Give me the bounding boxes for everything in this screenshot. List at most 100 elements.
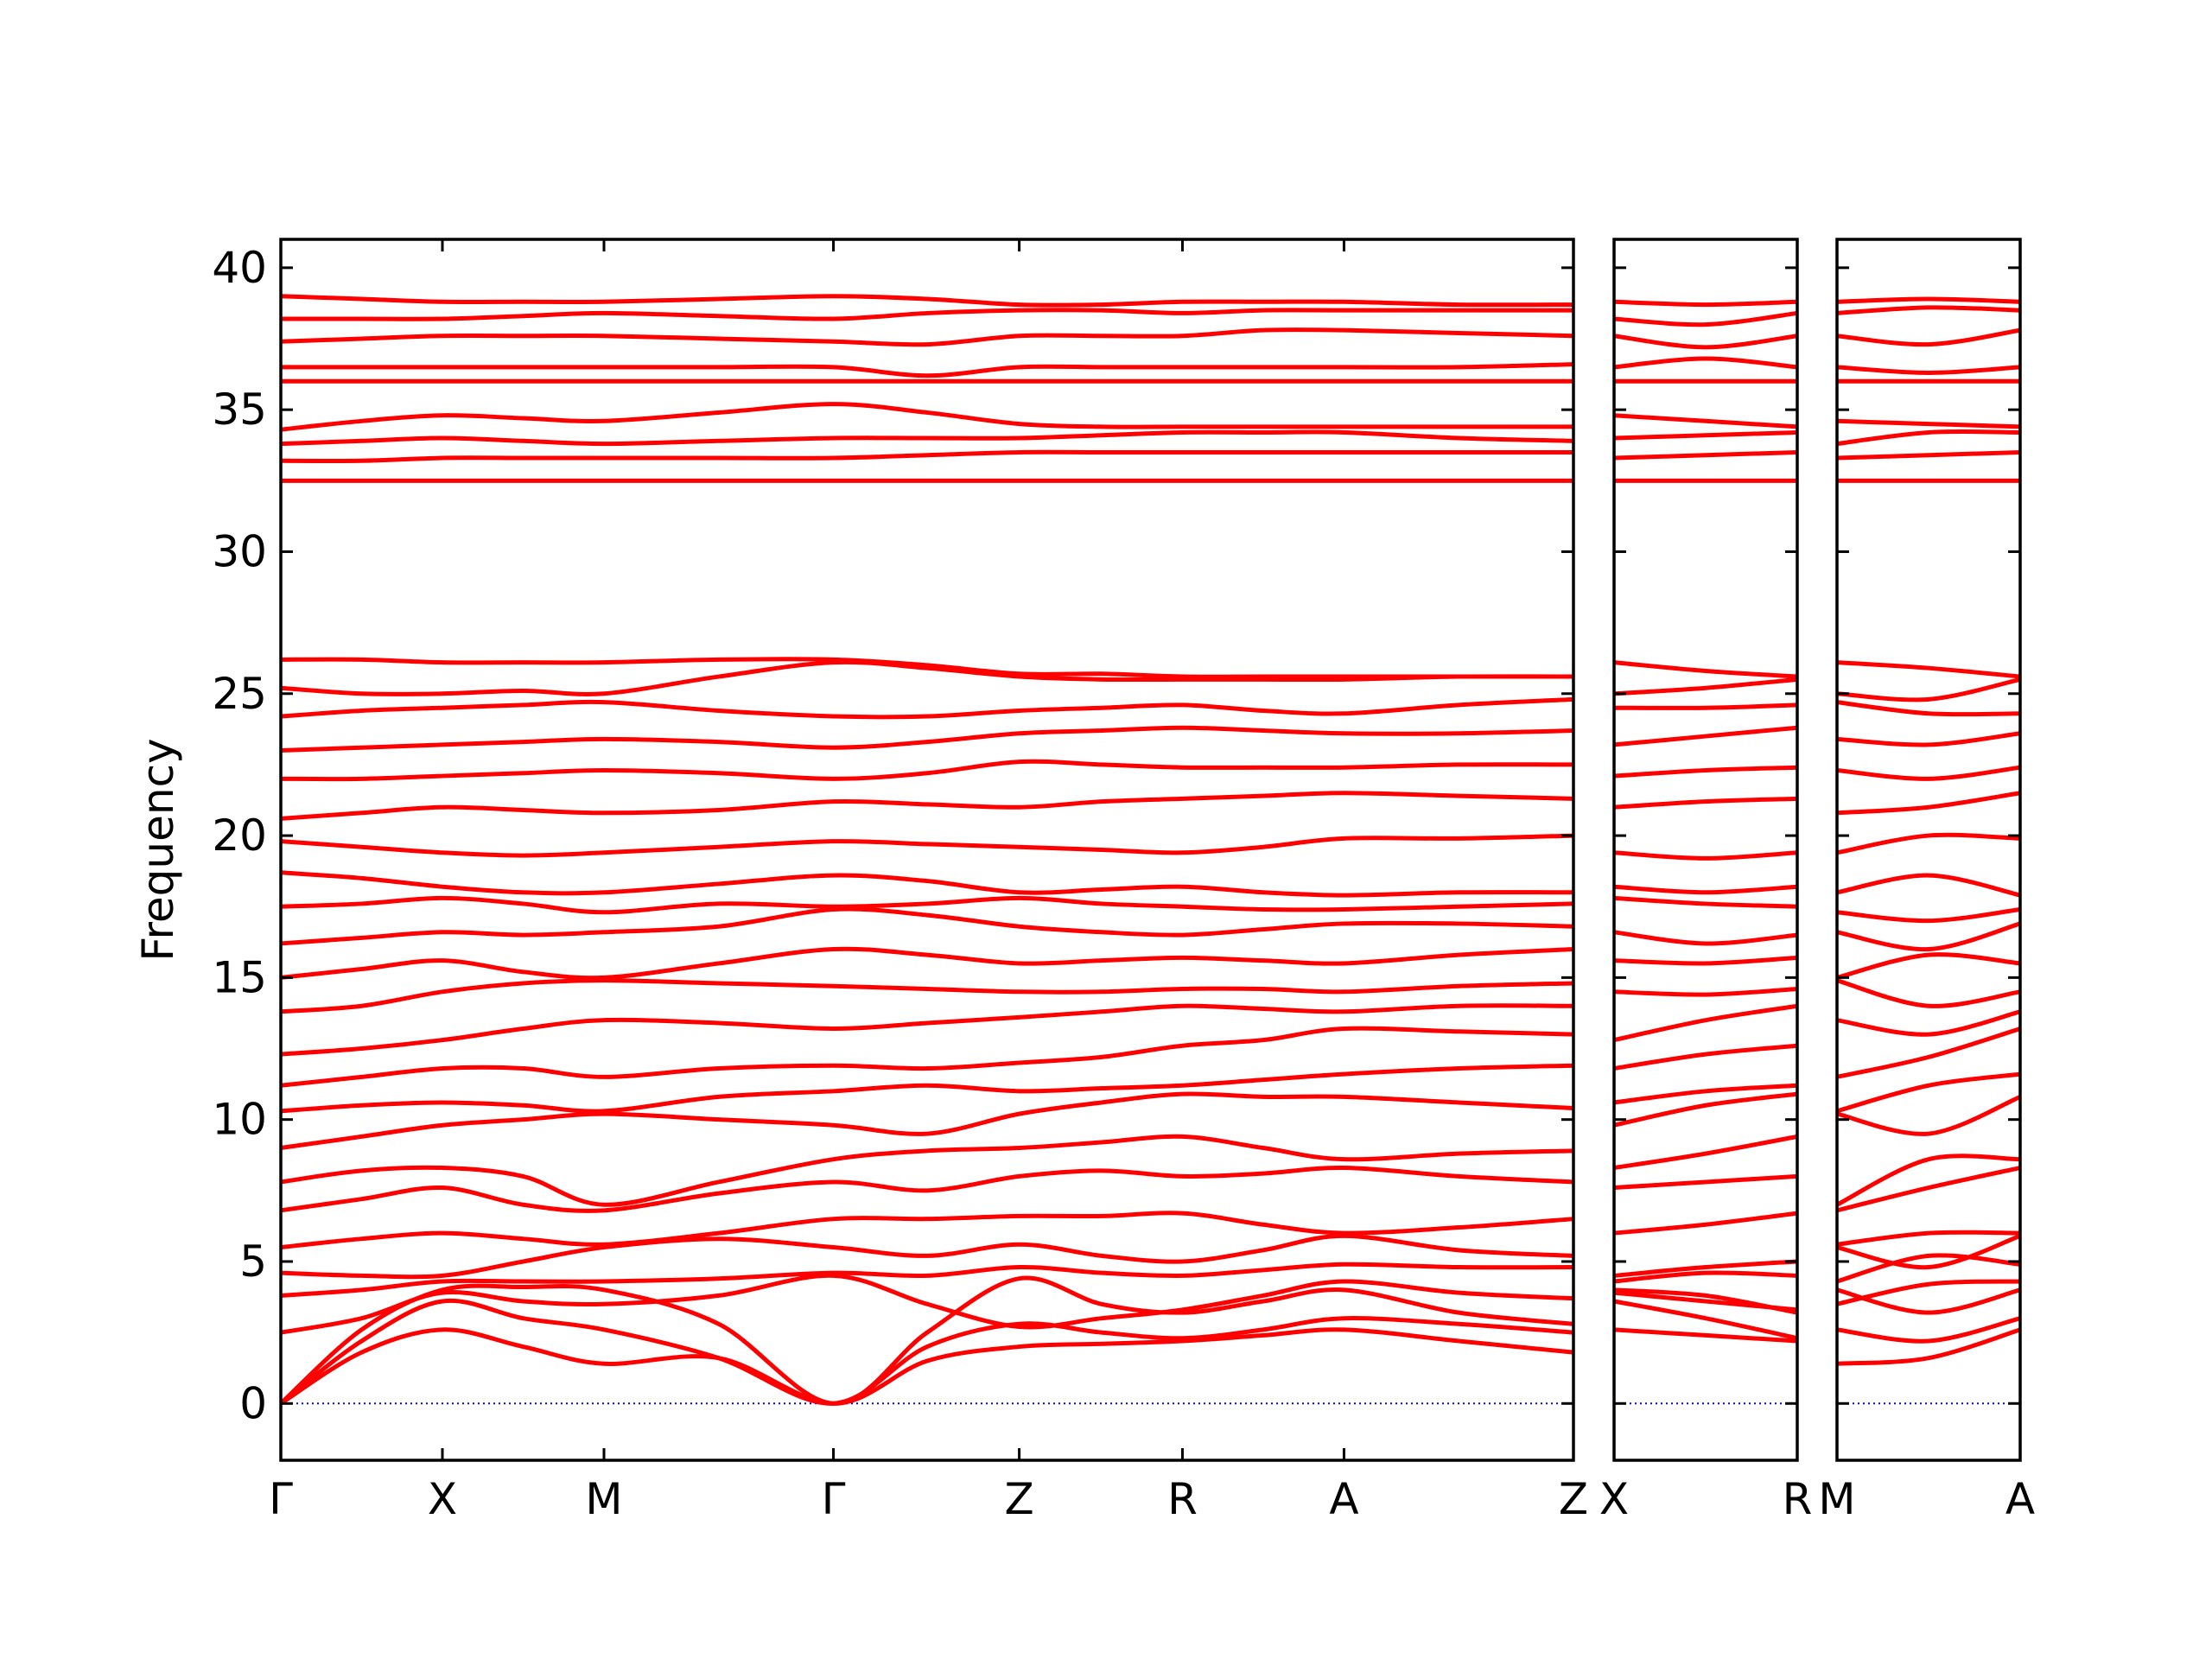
y-tick-label: 30 <box>212 526 267 576</box>
x-tick-label: Γ <box>269 1474 293 1524</box>
y-axis-label: Frequency <box>133 738 183 961</box>
band-line <box>280 1003 1574 1057</box>
band-line <box>280 449 1573 464</box>
band-line <box>1836 873 2021 898</box>
band-line <box>1613 299 1798 308</box>
band-line <box>1836 660 2021 679</box>
band-line <box>1836 731 2021 747</box>
band-line <box>279 1298 1574 1406</box>
band-line <box>280 1262 1574 1298</box>
x-tick-label: X <box>1599 1474 1629 1524</box>
band-line <box>1613 1270 1798 1284</box>
band-line <box>1835 1154 2021 1207</box>
band-line <box>1613 1327 1798 1344</box>
band-line <box>1613 1290 1798 1313</box>
band-line <box>1613 413 1798 429</box>
band-line <box>1836 327 2021 347</box>
band-line <box>1613 955 1798 966</box>
band-line <box>280 833 1574 858</box>
x-tick-label: Γ <box>822 1474 846 1524</box>
band-line <box>1836 1071 2021 1114</box>
band-line <box>1613 850 1798 861</box>
band-line <box>280 1063 1574 1114</box>
band-line <box>1613 1211 1798 1236</box>
band-line <box>281 362 1574 378</box>
band-line <box>1613 895 1798 909</box>
band-line <box>1613 660 1798 679</box>
band-line <box>281 308 1573 321</box>
y-tick-label: 25 <box>212 669 267 719</box>
band-line <box>280 657 1573 679</box>
band-line <box>1836 700 2021 717</box>
band-line <box>1613 429 1798 441</box>
x-tick-label: X <box>428 1474 457 1524</box>
x-tick-label: Z <box>1559 1474 1588 1524</box>
band-line <box>1613 702 1798 710</box>
band-line <box>1836 1287 2021 1315</box>
band-line <box>1613 310 1798 327</box>
band-line <box>280 870 1574 898</box>
band-line <box>280 1134 1574 1207</box>
band-line <box>280 294 1574 308</box>
band-line <box>280 402 1573 432</box>
x-tick-label: A <box>1329 1474 1358 1524</box>
band-line <box>280 725 1574 753</box>
band-line <box>1836 305 2021 315</box>
band-line <box>1613 334 1798 350</box>
band-line <box>280 946 1574 981</box>
band-line <box>1836 1327 2021 1366</box>
band-line <box>1836 832 2021 855</box>
band-line <box>280 1211 1574 1250</box>
y-tick-label: 35 <box>212 385 267 435</box>
band-line <box>1613 1043 1798 1071</box>
band-line <box>1613 1134 1798 1171</box>
x-tick-label: R <box>1783 1474 1813 1524</box>
band-line <box>1836 765 2021 781</box>
band-line <box>280 327 1574 347</box>
x-tick-label: A <box>2005 1474 2035 1524</box>
band-line <box>1613 1003 1798 1043</box>
band-line <box>1836 296 2021 304</box>
band-line <box>280 1273 1574 1335</box>
plot-frame <box>1835 238 2022 1462</box>
band-line <box>1836 1234 2021 1270</box>
y-tick-label: 10 <box>212 1095 267 1145</box>
band-line <box>1836 1279 2021 1306</box>
band-line <box>1836 1027 2021 1079</box>
band-line <box>280 659 1574 696</box>
y-tick-label: 20 <box>212 810 267 861</box>
band-line <box>280 895 1574 915</box>
y-tick-label: 15 <box>212 952 267 1002</box>
band-line <box>1836 418 2021 429</box>
band-line <box>1836 449 2021 461</box>
plot-frame <box>1612 238 1799 1462</box>
band-line <box>1613 449 1798 461</box>
band-line <box>1836 1253 2021 1284</box>
band-line <box>1613 930 1798 946</box>
band-line <box>1613 796 1798 810</box>
band-line <box>1836 921 2021 952</box>
y-tick-label: 5 <box>239 1236 267 1287</box>
band-line <box>1613 1259 1798 1278</box>
band-line <box>1613 677 1798 696</box>
band-line <box>1836 978 2021 1008</box>
band-line <box>280 906 1574 946</box>
band-line <box>280 759 1574 782</box>
x-tick-label: M <box>1818 1474 1855 1524</box>
band-line <box>1613 884 1798 895</box>
band-line <box>280 791 1574 821</box>
y-tick-label: 40 <box>212 243 267 293</box>
x-tick-label: R <box>1167 1474 1198 1524</box>
x-tick-label: M <box>585 1474 622 1524</box>
band-line <box>1613 1091 1798 1128</box>
plot-frame <box>279 238 1575 1462</box>
band-line <box>1836 1316 2021 1344</box>
band-line <box>280 429 1574 447</box>
band-line <box>1836 907 2021 924</box>
band-line <box>1836 952 2021 980</box>
band-line <box>1836 1009 2021 1037</box>
band-line <box>1836 1230 2021 1247</box>
band-line <box>280 1091 1574 1151</box>
band-line <box>279 1275 1574 1406</box>
